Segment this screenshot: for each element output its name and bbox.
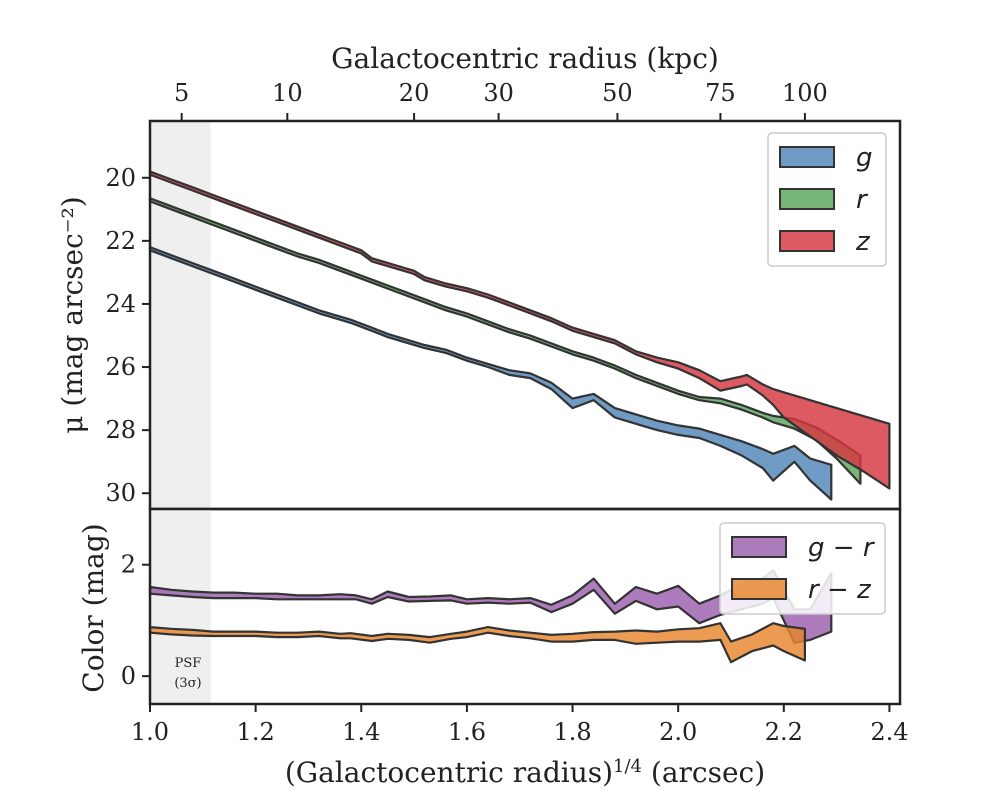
bottom-ytick-label: 2: [121, 551, 136, 579]
x-label-unit: (arcsec): [642, 756, 765, 789]
band-g-r: [148, 569, 833, 644]
top-secondary-xticks: 5 10 20 30 50 75 100: [174, 79, 828, 121]
bottom-series-layer: [148, 569, 833, 664]
band-r: [148, 197, 862, 485]
bottom-xtick-label: 2.2: [765, 718, 803, 746]
band-g: [148, 246, 833, 501]
top-psf-band: [150, 121, 211, 509]
top-yticks: 20 22 24 26 28 30: [105, 164, 150, 507]
top-series-layer: [148, 170, 891, 501]
bottom-legend-swatch-1: [731, 578, 787, 600]
top-secondary-xtick-label: 10: [272, 79, 303, 107]
top-secondary-xtick-label: 30: [483, 79, 514, 107]
top-secondary-xtick-label: 20: [399, 79, 430, 107]
top-legend-swatch-1: [779, 188, 835, 210]
bottom-x-axis-label: (Galactocentric radius)1/4 (arcsec): [285, 756, 765, 790]
bottom-legend-label-1: r − z: [808, 575, 872, 605]
bottom-xtick-label: 1.6: [448, 718, 486, 746]
psf-sigma-label: (3σ): [174, 676, 201, 691]
bottom-legend-label-0: g − r: [808, 533, 876, 563]
bottom-legend: g − r r − z: [719, 522, 886, 615]
top-y-axis-label: μ (mag arcsec⁻²): [56, 196, 89, 433]
bottom-yticks: 02: [121, 551, 150, 690]
top-legend-label-2: z: [855, 227, 871, 257]
top-ytick-label: 20: [105, 164, 136, 192]
top-ytick-label: 26: [105, 353, 136, 381]
top-secondary-xtick-label: 100: [782, 79, 828, 107]
top-secondary-xtick-label: 5: [174, 79, 189, 107]
top-secondary-xtick-label: 50: [602, 79, 633, 107]
top-ytick-label: 22: [105, 227, 136, 255]
x-label-base: (Galactocentric radius): [285, 756, 613, 789]
bottom-xtick-label: 2.0: [659, 718, 697, 746]
bottom-legend-swatch-0: [731, 536, 787, 558]
bottom-xtick-label: 1.4: [342, 718, 380, 746]
bottom-xtick-label: 1.2: [237, 718, 275, 746]
band-r-z: [148, 622, 806, 664]
bottom-xtick-label: 1.8: [553, 718, 591, 746]
bottom-panel: 02 1.0 1.2 1.4 1.6 1.8 2.0 2.2 2.4 PSF (3σ) Col…: [77, 507, 909, 790]
bottom-axes-frame: [148, 507, 902, 706]
bottom-xtick-label: 1.0: [131, 718, 169, 746]
top-legend-swatch-2: [779, 230, 835, 252]
top-legend-label-1: r: [856, 185, 869, 215]
bottom-y-axis-label: Color (mag): [77, 523, 110, 692]
top-legend-label-0: g: [856, 143, 873, 173]
bottom-psf-band: [150, 509, 211, 704]
top-ytick-label: 28: [105, 416, 136, 444]
top-x-axis-label: Galactocentric radius (kpc): [331, 42, 719, 75]
psf-label: PSF: [175, 656, 202, 671]
top-legend-swatch-0: [779, 146, 835, 168]
top-ytick-label: 30: [105, 479, 136, 507]
bottom-ytick-label: 0: [121, 662, 136, 690]
bottom-xticks: 1.0 1.2 1.4 1.6 1.8 2.0 2.2 2.4: [131, 704, 909, 746]
band-z: [148, 170, 891, 490]
top-ytick-label: 24: [105, 290, 136, 318]
bottom-xtick-label: 2.4: [870, 718, 908, 746]
top-secondary-xtick-label: 75: [705, 79, 736, 107]
top-panel: 20 22 24 26 28 30 5 10 20 30 50 75 100 Galactocentr…: [56, 42, 902, 511]
top-legend: grz: [767, 132, 887, 267]
x-label-exponent: 1/4: [613, 756, 642, 777]
